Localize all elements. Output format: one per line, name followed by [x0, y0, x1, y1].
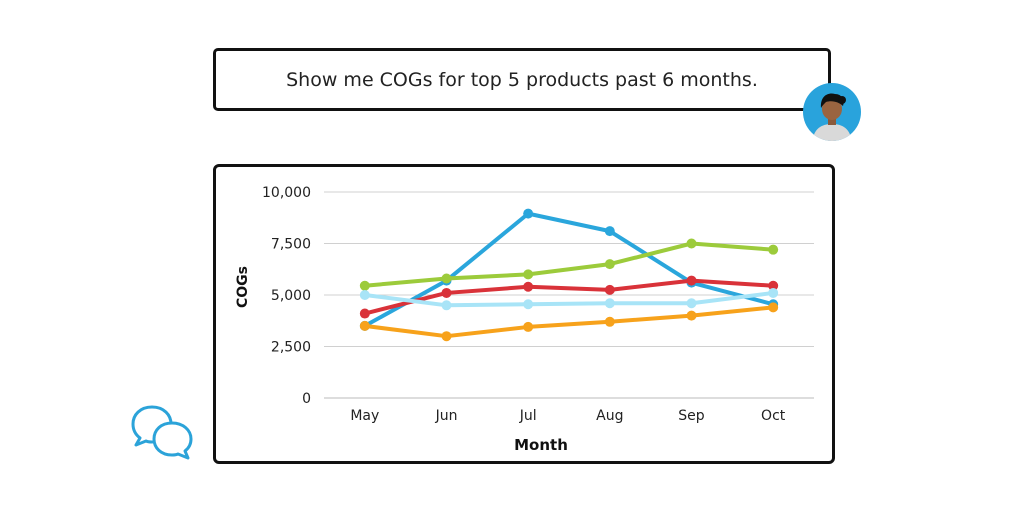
x-tick-label: Aug	[596, 408, 623, 424]
data-point	[359, 290, 370, 300]
y-tick-label: 2,500	[271, 340, 311, 356]
query-text: Show me COGs for top 5 products past 6 m…	[286, 68, 758, 91]
data-point	[359, 308, 370, 319]
data-point	[604, 226, 615, 237]
data-point	[523, 321, 534, 332]
data-point	[604, 316, 615, 327]
y-tick-label: 7,500	[271, 237, 311, 253]
series-5	[359, 302, 779, 342]
data-point	[359, 320, 370, 331]
data-point	[441, 273, 452, 284]
data-point	[768, 302, 779, 313]
data-point	[359, 280, 370, 291]
series-line	[362, 290, 776, 308]
y-axis-label: COGs	[235, 266, 251, 308]
data-point	[523, 281, 534, 292]
data-point	[686, 310, 697, 321]
y-tick-label: 10,000	[262, 185, 311, 201]
y-tick-label: 5,000	[271, 288, 311, 304]
line-chart: 0 2,500 5,000 7,500 10,000 May Jun Jul Aug Sep Oc…	[235, 185, 814, 454]
data-point	[686, 238, 697, 249]
x-tick-label: Jul	[519, 408, 537, 424]
series-line	[362, 305, 776, 339]
data-point	[686, 298, 697, 309]
data-point	[768, 280, 779, 291]
data-point	[604, 284, 615, 295]
series-4	[359, 287, 779, 311]
data-point	[523, 299, 534, 310]
x-tick-label: Sep	[678, 408, 705, 424]
x-tick-label: May	[350, 408, 379, 424]
chat-bubbles-icon	[131, 405, 193, 460]
y-tick-label: 0	[302, 391, 311, 407]
series-2	[359, 238, 779, 291]
x-tick-label: Jun	[435, 408, 458, 424]
data-point	[768, 244, 779, 255]
chart-panel: 0 2,500 5,000 7,500 10,000 May Jun Jul Aug Sep Oc…	[213, 164, 835, 464]
x-tick-label: Oct	[761, 408, 786, 424]
series-3	[359, 275, 779, 319]
data-point	[604, 259, 615, 270]
data-point	[441, 300, 452, 311]
query-bubble: Show me COGs for top 5 products past 6 m…	[213, 48, 831, 111]
user-avatar-icon	[803, 83, 861, 141]
data-point	[768, 287, 779, 298]
x-axis-label: Month	[514, 436, 568, 454]
series-line	[362, 278, 776, 316]
data-point	[523, 269, 534, 280]
data-point	[686, 275, 697, 286]
data-point	[441, 287, 452, 298]
data-point	[523, 208, 534, 219]
data-point	[604, 298, 615, 309]
series-line	[362, 211, 776, 328]
series-line	[362, 241, 776, 288]
data-point	[441, 331, 452, 342]
